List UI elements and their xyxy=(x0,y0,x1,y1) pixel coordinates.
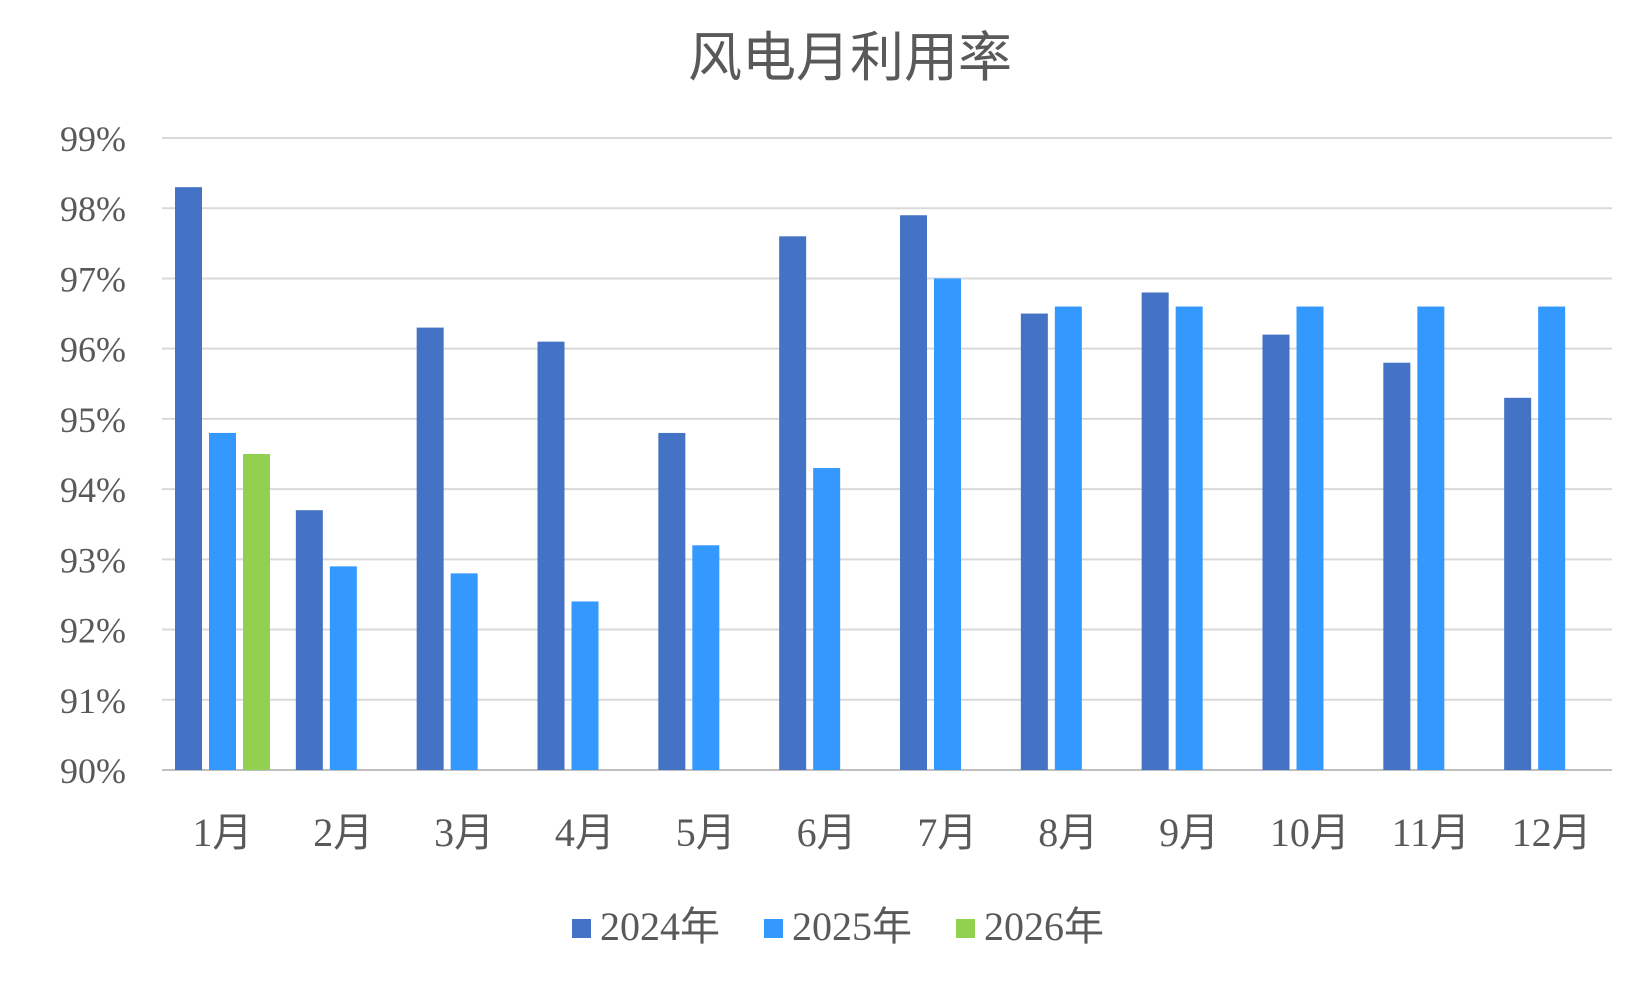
x-category-label: 9月 xyxy=(1159,810,1219,855)
legend-label: 2026年 xyxy=(984,904,1104,949)
bar-2024年-3月 xyxy=(416,327,444,770)
bars xyxy=(175,187,1566,771)
bar-2025年-4月 xyxy=(571,601,599,770)
bar-2025年-9月 xyxy=(1175,306,1203,770)
x-category-label: 11月 xyxy=(1391,810,1470,855)
bar-2025年-11月 xyxy=(1417,306,1445,770)
legend-swatch xyxy=(956,919,975,938)
y-tick-label: 92% xyxy=(60,611,126,651)
x-category-label: 4月 xyxy=(555,810,615,855)
x-category-label: 7月 xyxy=(917,810,977,855)
bar-2025年-12月 xyxy=(1538,306,1566,770)
y-tick-label: 97% xyxy=(60,259,126,299)
bar-2024年-8月 xyxy=(1020,313,1048,770)
bar-2025年-2月 xyxy=(329,566,357,770)
legend: 2024年 2025年 2026年 xyxy=(572,904,1104,949)
bar-2025年-3月 xyxy=(450,573,478,770)
x-category-label: 1月 xyxy=(192,810,252,855)
x-category-label: 6月 xyxy=(797,810,857,855)
bar-2025年-8月 xyxy=(1054,306,1082,770)
y-axis-ticks: 90% 91% 92% 93% 94% 95% 96% 97% 98% 99% xyxy=(60,119,126,791)
legend-swatch xyxy=(764,919,783,938)
bar-2024年-12月 xyxy=(1504,397,1532,770)
x-category-label: 5月 xyxy=(676,810,736,855)
bar-2024年-11月 xyxy=(1383,362,1411,770)
bar-2024年-4月 xyxy=(537,341,565,770)
bar-2025年-1月 xyxy=(209,432,236,770)
x-category-label: 3月 xyxy=(434,810,494,855)
bar-2024年-9月 xyxy=(1141,292,1169,770)
y-tick-label: 94% xyxy=(60,470,126,510)
y-tick-label: 98% xyxy=(60,189,126,229)
x-axis-categories: 1月 2月 3月 4月 5月 6月 7月 8月 9月 10月 11月 12月 xyxy=(192,810,1591,855)
bar-2024年-2月 xyxy=(295,510,323,770)
legend-label: 2025年 xyxy=(792,904,912,949)
bar-2025年-5月 xyxy=(692,545,720,770)
x-category-label: 8月 xyxy=(1038,810,1098,855)
chart-title: 风电月利用率 xyxy=(688,26,1012,89)
y-tick-label: 93% xyxy=(60,540,126,580)
y-tick-label: 90% xyxy=(60,751,126,791)
bar-2026年-1月 xyxy=(243,454,270,770)
x-category-label: 2月 xyxy=(313,810,373,855)
bar-2025年-6月 xyxy=(813,468,841,770)
bar-2024年-6月 xyxy=(779,236,807,771)
x-category-label: 10月 xyxy=(1270,810,1350,855)
bar-2025年-7月 xyxy=(934,278,961,770)
bar-2024年-7月 xyxy=(900,215,927,770)
y-tick-label: 95% xyxy=(60,400,126,440)
y-tick-label: 91% xyxy=(60,681,126,721)
bar-2024年-5月 xyxy=(658,432,686,770)
legend-swatch xyxy=(572,919,591,938)
bar-2024年-10月 xyxy=(1262,334,1290,770)
bar-2024年-1月 xyxy=(175,187,202,771)
gridlines xyxy=(162,137,1612,771)
y-tick-label: 99% xyxy=(60,119,126,159)
legend-label: 2024年 xyxy=(600,904,720,949)
y-tick-label: 96% xyxy=(60,330,126,370)
x-category-label: 12月 xyxy=(1512,810,1592,855)
bar-2025年-10月 xyxy=(1296,306,1324,770)
